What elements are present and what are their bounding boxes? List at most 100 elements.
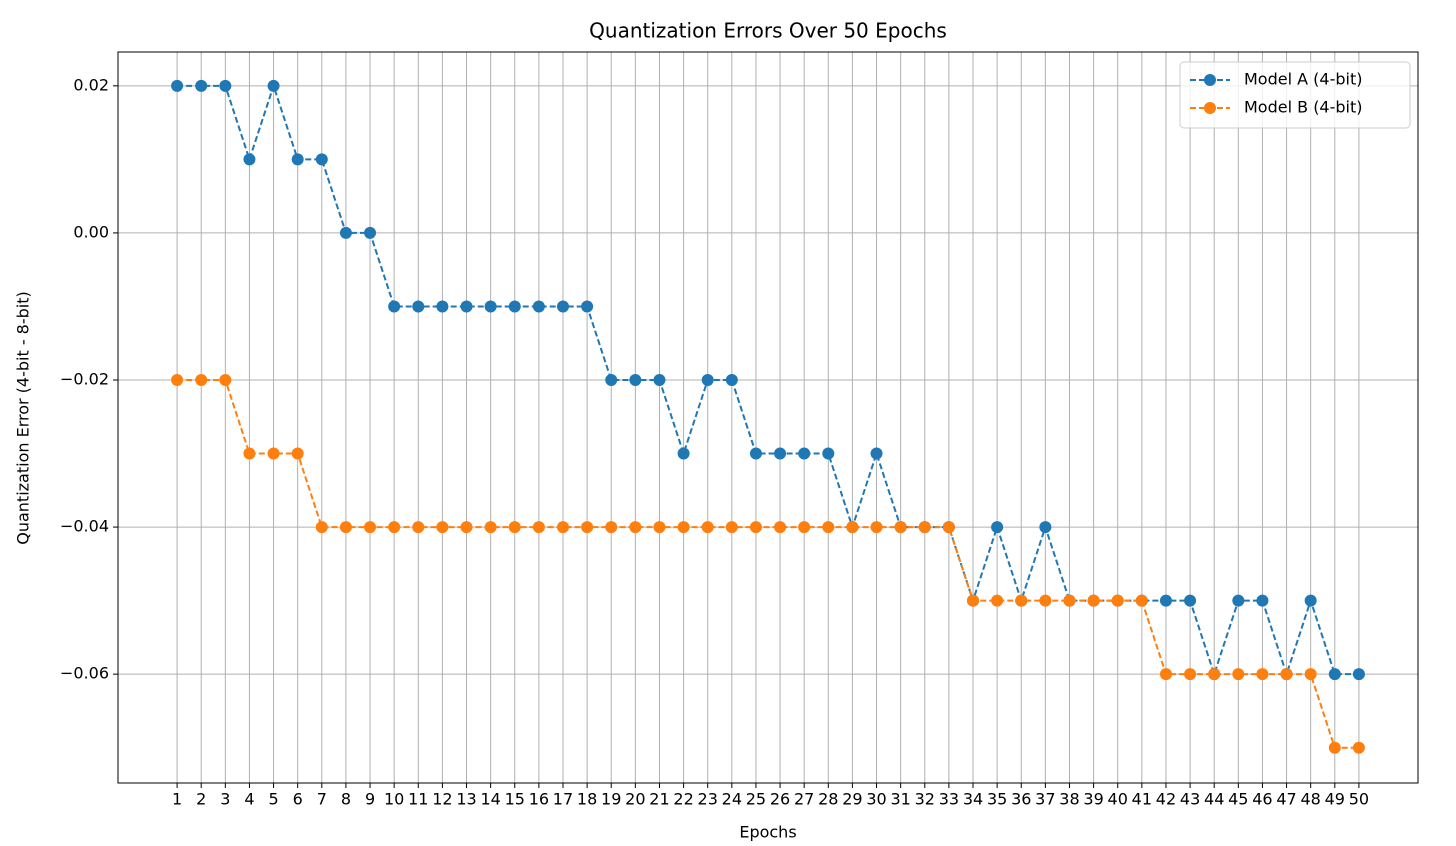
point [171, 373, 184, 386]
y-tick-label: −0.04 [60, 517, 109, 536]
point [725, 521, 738, 534]
x-tick-label: 29 [842, 790, 862, 809]
point [267, 447, 280, 460]
x-tick-label: 39 [1083, 790, 1103, 809]
point [412, 300, 425, 313]
point [291, 153, 304, 166]
point [171, 79, 184, 92]
x-tick-label: 17 [553, 790, 573, 809]
point [1328, 741, 1341, 754]
point [629, 521, 642, 534]
point [967, 594, 980, 607]
point [1232, 594, 1245, 607]
x-tick-label: 6 [293, 790, 303, 809]
x-tick-label: 41 [1132, 790, 1152, 809]
chart-title: Quantization Errors Over 50 Epochs [589, 19, 947, 43]
x-tick-label: 25 [746, 790, 766, 809]
point [749, 521, 762, 534]
x-tick-label: 13 [456, 790, 476, 809]
point [219, 373, 232, 386]
point [774, 447, 787, 460]
point [653, 521, 666, 534]
point [629, 373, 642, 386]
point [556, 521, 569, 534]
point [460, 300, 473, 313]
point [1256, 594, 1269, 607]
y-tick-label: −0.06 [60, 664, 109, 683]
x-tick-label: 34 [963, 790, 983, 809]
x-tick-label: 50 [1349, 790, 1369, 809]
point [243, 447, 256, 460]
x-tick-label: 26 [770, 790, 790, 809]
y-axis-label: Quantization Error (4-bit - 8-bit) [14, 291, 33, 545]
point [339, 521, 352, 534]
point [1304, 594, 1317, 607]
x-tick-label: 12 [432, 790, 452, 809]
plot-frame [117, 51, 1419, 784]
point [605, 521, 618, 534]
point [1352, 741, 1365, 754]
point [798, 447, 811, 460]
point [774, 521, 787, 534]
x-tick-label: 35 [987, 790, 1007, 809]
x-tick-label: 33 [939, 790, 959, 809]
point [388, 300, 401, 313]
point [605, 373, 618, 386]
x-tick-label: 23 [698, 790, 718, 809]
point [219, 79, 232, 92]
x-tick-label: 30 [866, 790, 886, 809]
point [436, 300, 449, 313]
point [701, 521, 714, 534]
x-tick-label: 46 [1252, 790, 1272, 809]
point [822, 521, 835, 534]
x-tick-label: 27 [794, 790, 814, 809]
point [653, 373, 666, 386]
point [1184, 668, 1197, 681]
x-tick-label: 48 [1300, 790, 1320, 809]
series-line [177, 378, 1359, 749]
x-tick-label: 24 [722, 790, 742, 809]
x-tick-label: 18 [577, 790, 597, 809]
x-tick-label: 38 [1059, 790, 1079, 809]
x-tick-label: 8 [341, 790, 351, 809]
x-tick-label: 4 [244, 790, 254, 809]
x-tick-label: 9 [365, 790, 375, 809]
point [195, 79, 208, 92]
x-tick-label: 5 [268, 790, 278, 809]
point [1352, 668, 1365, 681]
point [291, 447, 304, 460]
point [1135, 594, 1148, 607]
point [1280, 668, 1293, 681]
point [677, 521, 690, 534]
point [749, 447, 762, 460]
point [508, 300, 521, 313]
point [918, 521, 931, 534]
point [1159, 594, 1172, 607]
y-tick-label: 0.00 [73, 222, 109, 241]
point [942, 521, 955, 534]
point [388, 521, 401, 534]
x-tick-label: 22 [673, 790, 693, 809]
point [701, 373, 714, 386]
point [1328, 668, 1341, 681]
x-tick-label: 10 [384, 790, 404, 809]
y-tick-label: 0.02 [73, 75, 109, 94]
point [1015, 594, 1028, 607]
legend-marker [1204, 102, 1216, 114]
x-tick-label: 11 [408, 790, 428, 809]
point [870, 521, 883, 534]
legend-label: Model A (4-bit) [1244, 70, 1362, 89]
point [1184, 594, 1197, 607]
point [991, 521, 1004, 534]
point [1208, 668, 1221, 681]
legend-marker [1204, 74, 1216, 86]
x-tick-label: 47 [1276, 790, 1296, 809]
x-tick-label: 20 [625, 790, 645, 809]
legend-label: Model B (4-bit) [1244, 98, 1363, 117]
point [1039, 521, 1052, 534]
point [822, 447, 835, 460]
point [1159, 668, 1172, 681]
point [991, 594, 1004, 607]
x-tick-label: 36 [1011, 790, 1031, 809]
